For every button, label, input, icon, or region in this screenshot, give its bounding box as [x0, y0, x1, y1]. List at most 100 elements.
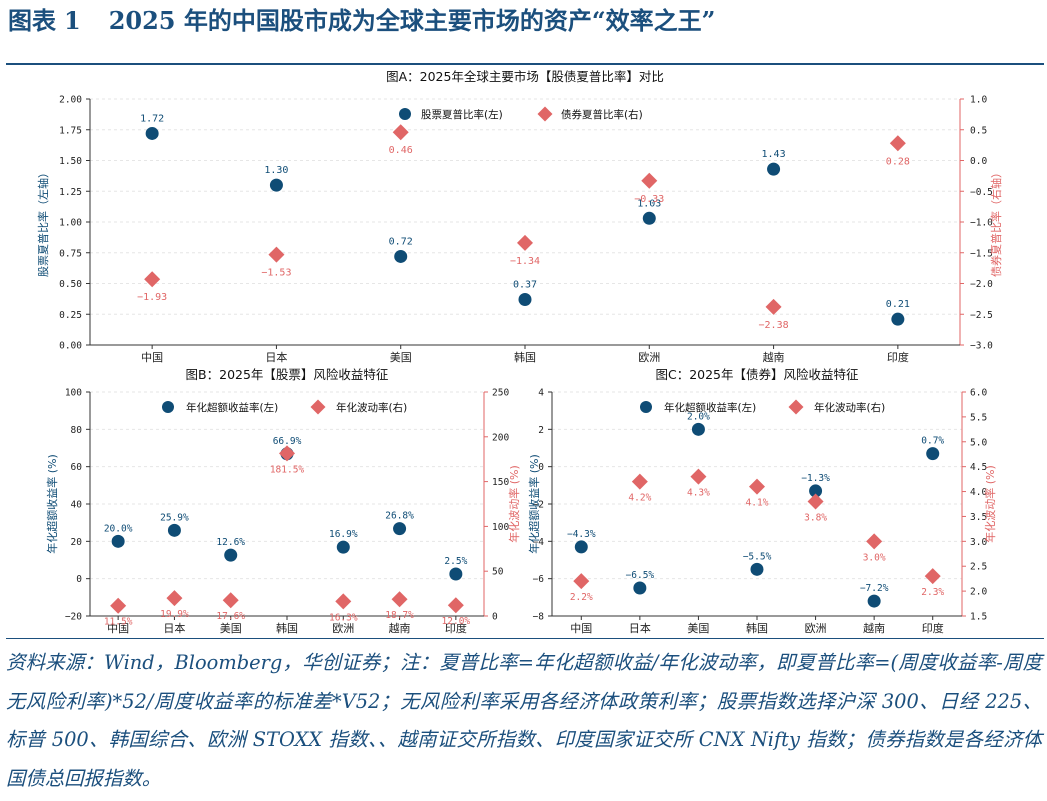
y-tick-label-right: −1.5 [970, 248, 993, 259]
legend-marker-diamond [788, 399, 804, 415]
y-tick-label-right: 1.5 [970, 612, 987, 623]
data-label: 0.7% [921, 436, 944, 447]
y-tick-label-left: −4 [533, 537, 545, 548]
data-point-circle [449, 567, 463, 581]
data-point-diamond [391, 591, 408, 608]
y-tick-label-right: 1.0 [970, 95, 987, 106]
legend-label: 年化波动率(右) [336, 401, 407, 414]
data-label: 2.0% [687, 411, 710, 422]
y-tick-label-left: 1.75 [59, 125, 82, 136]
data-label: 17.6% [216, 611, 245, 622]
data-label: −4.3% [567, 529, 596, 540]
y-axis-title-left: 股票夏普比率（左轴） [36, 167, 50, 277]
data-label: 26.8% [385, 511, 414, 522]
y-tick-label-right: 50 [492, 567, 504, 578]
data-label: 16.3% [329, 612, 358, 623]
data-label: −5.5% [743, 551, 772, 562]
x-tick-label: 欧洲 [805, 622, 827, 635]
data-label: 1.72 [140, 113, 164, 124]
y-tick-label-right: 2.5 [970, 562, 987, 573]
data-label: 2.2% [570, 592, 593, 603]
data-label: 4.3% [687, 488, 710, 499]
y-axis-title-left: 年化超额收益率 (%) [527, 454, 541, 554]
x-tick-label: 中国 [141, 351, 163, 364]
data-point-diamond [924, 568, 941, 585]
y-tick-label-left: 60 [71, 462, 83, 473]
y-tick-label-left: 100 [65, 388, 82, 399]
data-point-diamond [517, 234, 533, 251]
data-label: 2.3% [921, 587, 944, 598]
data-label: −0.33 [634, 194, 664, 205]
data-label: −7.2% [860, 583, 889, 594]
data-label: 0.28 [886, 156, 910, 167]
y-tick-label-right: 3.0 [970, 537, 987, 548]
data-label: 19.9% [160, 609, 189, 620]
y-tick-label-right: 2.0 [970, 587, 987, 598]
chart-title: 图A：2025年全球主要市场【股债夏普比率】对比 [386, 69, 664, 84]
x-tick-label: 印度 [922, 621, 944, 635]
data-point-circle [767, 162, 781, 176]
data-point-diamond [335, 593, 352, 610]
y-tick-label-right: 5.5 [970, 412, 987, 423]
y-tick-label-left: −6 [533, 574, 545, 585]
y-tick-label-right: 4.0 [970, 487, 987, 498]
data-point-circle [111, 534, 125, 548]
data-label: 1.30 [264, 165, 288, 176]
y-tick-label-right: −0.5 [970, 187, 993, 198]
data-label: −2.38 [759, 320, 789, 331]
y-tick-label-left: 20 [71, 537, 83, 548]
data-label: 20.0% [104, 523, 133, 534]
y-tick-label-left: 1.00 [59, 218, 82, 229]
data-point-diamond [392, 124, 409, 141]
y-tick-label-right: −2.5 [970, 310, 993, 321]
y-tick-label-right: 3.5 [970, 512, 987, 523]
data-point-circle [145, 126, 159, 140]
y-tick-label-left: −20 [65, 612, 82, 623]
x-tick-label: 美国 [220, 622, 242, 635]
chart-title: 图B：2025年【股票】风险收益特征 [186, 367, 389, 382]
data-point-circle [633, 581, 647, 595]
x-tick-label: 日本 [163, 621, 185, 635]
data-label: 12.0% [442, 616, 471, 627]
x-tick-label: 印度 [445, 621, 467, 635]
figure-title-text: 2025 年的中国股市成为全球主要市场的资产“效率之王” [108, 6, 716, 35]
data-point-diamond [631, 473, 648, 490]
y-tick-label-right: −1.0 [970, 218, 993, 229]
data-point-circle [518, 292, 532, 306]
data-point-circle [224, 548, 238, 562]
data-point-diamond [573, 573, 590, 590]
charts-canvas: 0.000.250.500.751.001.251.501.752.00−3.0… [36, 69, 1003, 635]
data-point-diamond [765, 298, 782, 315]
x-tick-label: 越南 [389, 621, 411, 635]
legend-marker-diamond [537, 106, 553, 122]
x-tick-label: 印度 [887, 350, 909, 364]
data-point-circle [809, 484, 823, 498]
y-tick-label-right: −3.0 [970, 341, 993, 352]
data-label: 12.6% [216, 537, 245, 548]
data-point-diamond [749, 478, 765, 495]
y-tick-label-left: 0.25 [59, 310, 82, 321]
data-label: −1.53 [261, 268, 291, 279]
x-tick-label: 美国 [687, 622, 709, 635]
data-label: 3.0% [863, 552, 886, 563]
data-point-circle [167, 523, 181, 537]
data-label: 4.2% [628, 493, 651, 504]
top-divider [6, 63, 1044, 65]
y-tick-label-right: 0 [492, 612, 498, 623]
source-note: 资料来源：Wind，Bloomberg，华创证券；注：夏普比率=年化超额收益/年… [6, 651, 1042, 790]
y-tick-label-left: 40 [71, 500, 83, 511]
x-tick-label: 美国 [390, 351, 412, 364]
y-tick-label-left: 0 [538, 462, 544, 473]
data-label: 4.1% [746, 498, 769, 509]
x-tick-label: 日本 [629, 621, 651, 635]
data-point-circle [642, 211, 656, 225]
legend-marker-circle [640, 401, 652, 413]
data-point-diamond [110, 597, 127, 614]
y-axis-title-left: 年化超额收益率 (%) [45, 454, 59, 554]
y-tick-label-right: 0.5 [970, 125, 987, 136]
chart-title: 图C：2025年【债券】风险收益特征 [655, 367, 859, 382]
legend-label: 债券夏普比率(右) [561, 108, 643, 121]
y-tick-label-right: 250 [492, 388, 509, 399]
data-label: 11.5% [104, 617, 133, 628]
y-tick-label-left: 2 [538, 425, 544, 436]
